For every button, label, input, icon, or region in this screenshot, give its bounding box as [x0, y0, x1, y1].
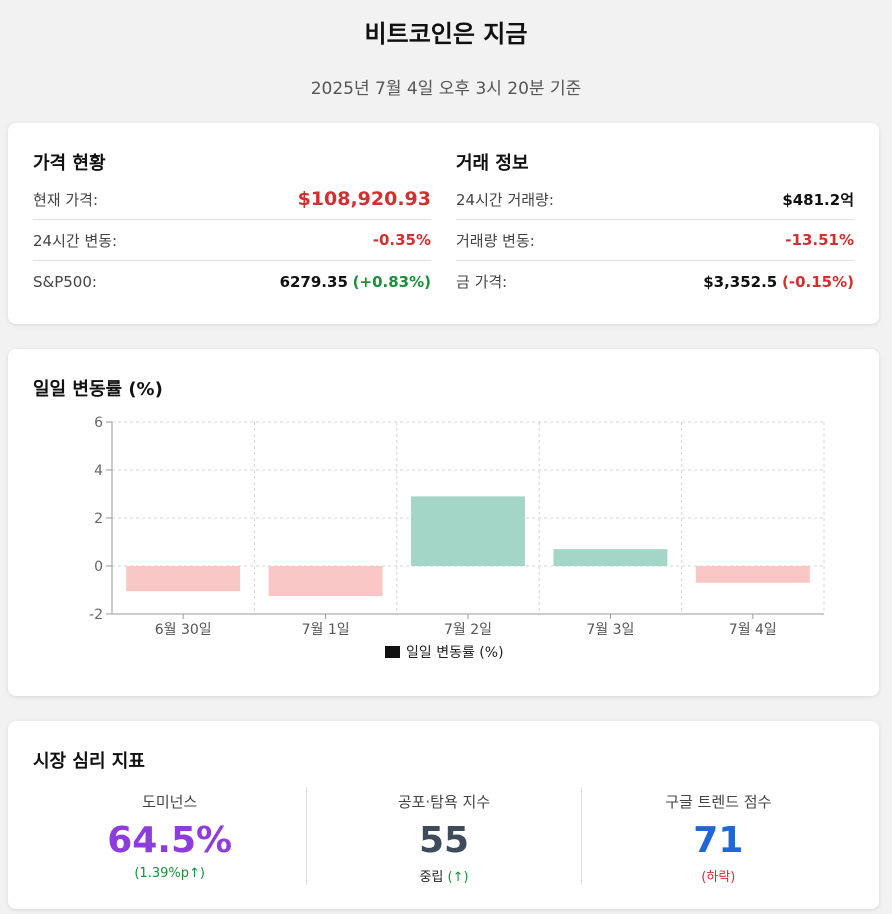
change-24h-row: 24시간 변동: -0.35%: [33, 220, 431, 261]
bar: [411, 496, 525, 566]
change-24h-label: 24시간 변동:: [33, 231, 118, 250]
current-price-row: 현재 가격: $108,920.93: [33, 179, 431, 220]
bar: [126, 566, 241, 592]
bar: [695, 566, 810, 583]
fear-greed-label: 공포·탐욕 지수: [397, 793, 491, 811]
page-subtitle: 2025년 7월 4일 오후 3시 20분 기준: [310, 79, 582, 99]
x-tick-label: 6월 30일: [155, 622, 212, 638]
price-trade-card: 가격 현황 현재 가격: $108,920.93 24시간 변동: -0.35%…: [8, 123, 879, 324]
x-tick-label: 7월 2일: [444, 622, 492, 638]
sentiment-grid: 도미넌스 64.5% (1.39%p↑) 공포·탐욕 지수 55 중립 (↑) …: [33, 787, 855, 885]
trade-info-section: 거래 정보 24시간 거래량: $481.2억 거래량 변동: -13.51% …: [456, 149, 854, 302]
volume-change-label: 거래량 변동:: [456, 231, 535, 250]
google-trend-sub: (하락): [701, 870, 736, 885]
google-trend-value: 71: [693, 820, 744, 861]
gold-row: 금 가격: $3,352.5 (-0.15%): [456, 261, 854, 302]
volume-change-row: 거래량 변동: -13.51%: [456, 220, 854, 261]
volume-change-value: -13.51%: [785, 231, 854, 249]
fear-greed-arrow: (↑): [447, 870, 469, 885]
sp500-row: S&P500: 6279.35 (+0.83%): [33, 261, 431, 302]
sentiment-card: 시장 심리 지표 도미넌스 64.5% (1.39%p↑) 공포·탐욕 지수 5…: [8, 721, 879, 909]
chart-title: 일일 변동률 (%): [33, 379, 163, 400]
sentiment-title: 시장 심리 지표: [33, 751, 145, 772]
fear-greed-cell: 공포·탐욕 지수 55 중립 (↑): [306, 787, 580, 885]
change-24h-value: -0.35%: [372, 231, 431, 249]
y-tick-label: -2: [89, 607, 103, 623]
volume-value: $481.2억: [782, 190, 854, 209]
volume-row: 24시간 거래량: $481.2억: [456, 179, 854, 220]
volume-label: 24시간 거래량:: [456, 190, 554, 209]
gold-change: (-0.15%): [782, 272, 854, 291]
legend-swatch: [385, 646, 400, 658]
price-status-title: 가격 현황: [33, 153, 106, 174]
sp500-value-group: 6279.35 (+0.83%): [280, 273, 431, 291]
bar: [553, 549, 668, 566]
y-tick-label: 4: [94, 463, 103, 479]
x-tick-label: 7월 4일: [729, 622, 777, 638]
fear-greed-value: 55: [418, 820, 470, 861]
fear-greed-sub: 중립 (↑): [307, 866, 580, 885]
page-title: 비트코인은 지금: [364, 20, 528, 48]
dominance-value: 64.5%: [107, 820, 233, 861]
dominance-sub: (1.39%p↑): [134, 866, 205, 881]
gold-label: 금 가격:: [456, 273, 508, 291]
sp500-label: S&P500:: [33, 272, 97, 291]
dominance-cell: 도미넌스 64.5% (1.39%p↑): [33, 787, 306, 885]
y-tick-label: 2: [94, 511, 103, 527]
sp500-value: 6279.35: [279, 272, 348, 291]
x-tick-label: 7월 1일: [302, 622, 350, 638]
daily-change-card: 일일 변동률 (%) -2 0 2 4 6 6월 30일 7월 1일 7월 2일 7월 3일 7월…: [8, 349, 879, 696]
fear-greed-status: 중립: [419, 870, 444, 885]
x-tick-label: 7월 3일: [586, 622, 634, 638]
price-status-section: 가격 현황 현재 가격: $108,920.93 24시간 변동: -0.35%…: [33, 149, 431, 302]
google-trend-label: 구글 트렌드 점수: [665, 793, 772, 811]
gold-value: $3,352.5: [703, 272, 778, 291]
trade-info-title: 거래 정보: [456, 153, 529, 174]
y-tick-label: 6: [94, 415, 103, 431]
dominance-label: 도미넌스: [142, 793, 198, 811]
gold-value-group: $3,352.5 (-0.15%): [703, 273, 854, 291]
current-price-label: 현재 가격:: [33, 190, 99, 209]
sp500-change: (+0.83%): [352, 272, 431, 291]
y-tick-label: 0: [94, 559, 103, 575]
google-trend-cell: 구글 트렌드 점수 71 (하락): [580, 787, 855, 885]
bar: [268, 566, 383, 596]
legend-label: 일일 변동률 (%): [406, 645, 504, 661]
current-price-value: $108,920.93: [297, 188, 431, 210]
